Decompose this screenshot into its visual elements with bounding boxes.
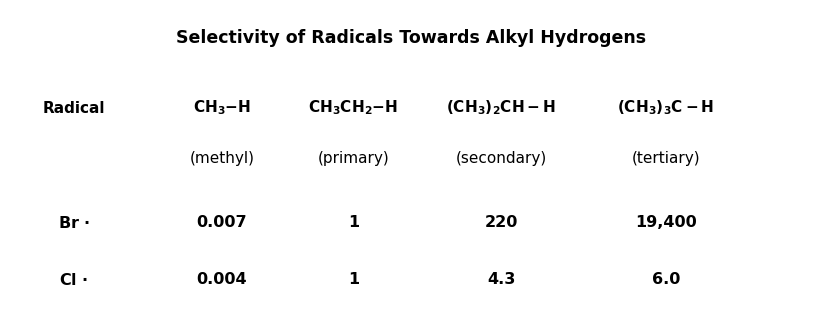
Text: 1: 1 (348, 272, 359, 287)
Text: 0.004: 0.004 (196, 272, 247, 287)
Text: Cl $\bf{\cdot}$: Cl $\bf{\cdot}$ (59, 272, 89, 288)
Text: (primary): (primary) (317, 151, 390, 167)
Text: Selectivity of Radicals Towards Alkyl Hydrogens: Selectivity of Radicals Towards Alkyl Hy… (176, 29, 646, 47)
Text: (tertiary): (tertiary) (631, 151, 700, 167)
Text: 220: 220 (485, 215, 518, 230)
Text: 1: 1 (348, 215, 359, 230)
Text: $\bf{(CH_3)_2CH-H}$: $\bf{(CH_3)_2CH-H}$ (446, 99, 556, 117)
Text: (methyl): (methyl) (189, 151, 255, 167)
Text: 6.0: 6.0 (652, 272, 680, 287)
Text: 19,400: 19,400 (635, 215, 697, 230)
Text: $\bf{(CH_3)_3C-H}$: $\bf{(CH_3)_3C-H}$ (617, 99, 714, 117)
Text: 4.3: 4.3 (487, 272, 515, 287)
Text: $\bf{CH_3CH_2}$$\bf{-H}$: $\bf{CH_3CH_2}$$\bf{-H}$ (308, 99, 399, 117)
Text: $\bf{CH_3}$$\bf{-H}$: $\bf{CH_3}$$\bf{-H}$ (193, 99, 251, 117)
Text: 0.007: 0.007 (196, 215, 247, 230)
Text: Radical: Radical (43, 100, 105, 116)
Text: Br $\bf{\cdot}$: Br $\bf{\cdot}$ (58, 215, 90, 231)
Text: (secondary): (secondary) (455, 151, 547, 167)
